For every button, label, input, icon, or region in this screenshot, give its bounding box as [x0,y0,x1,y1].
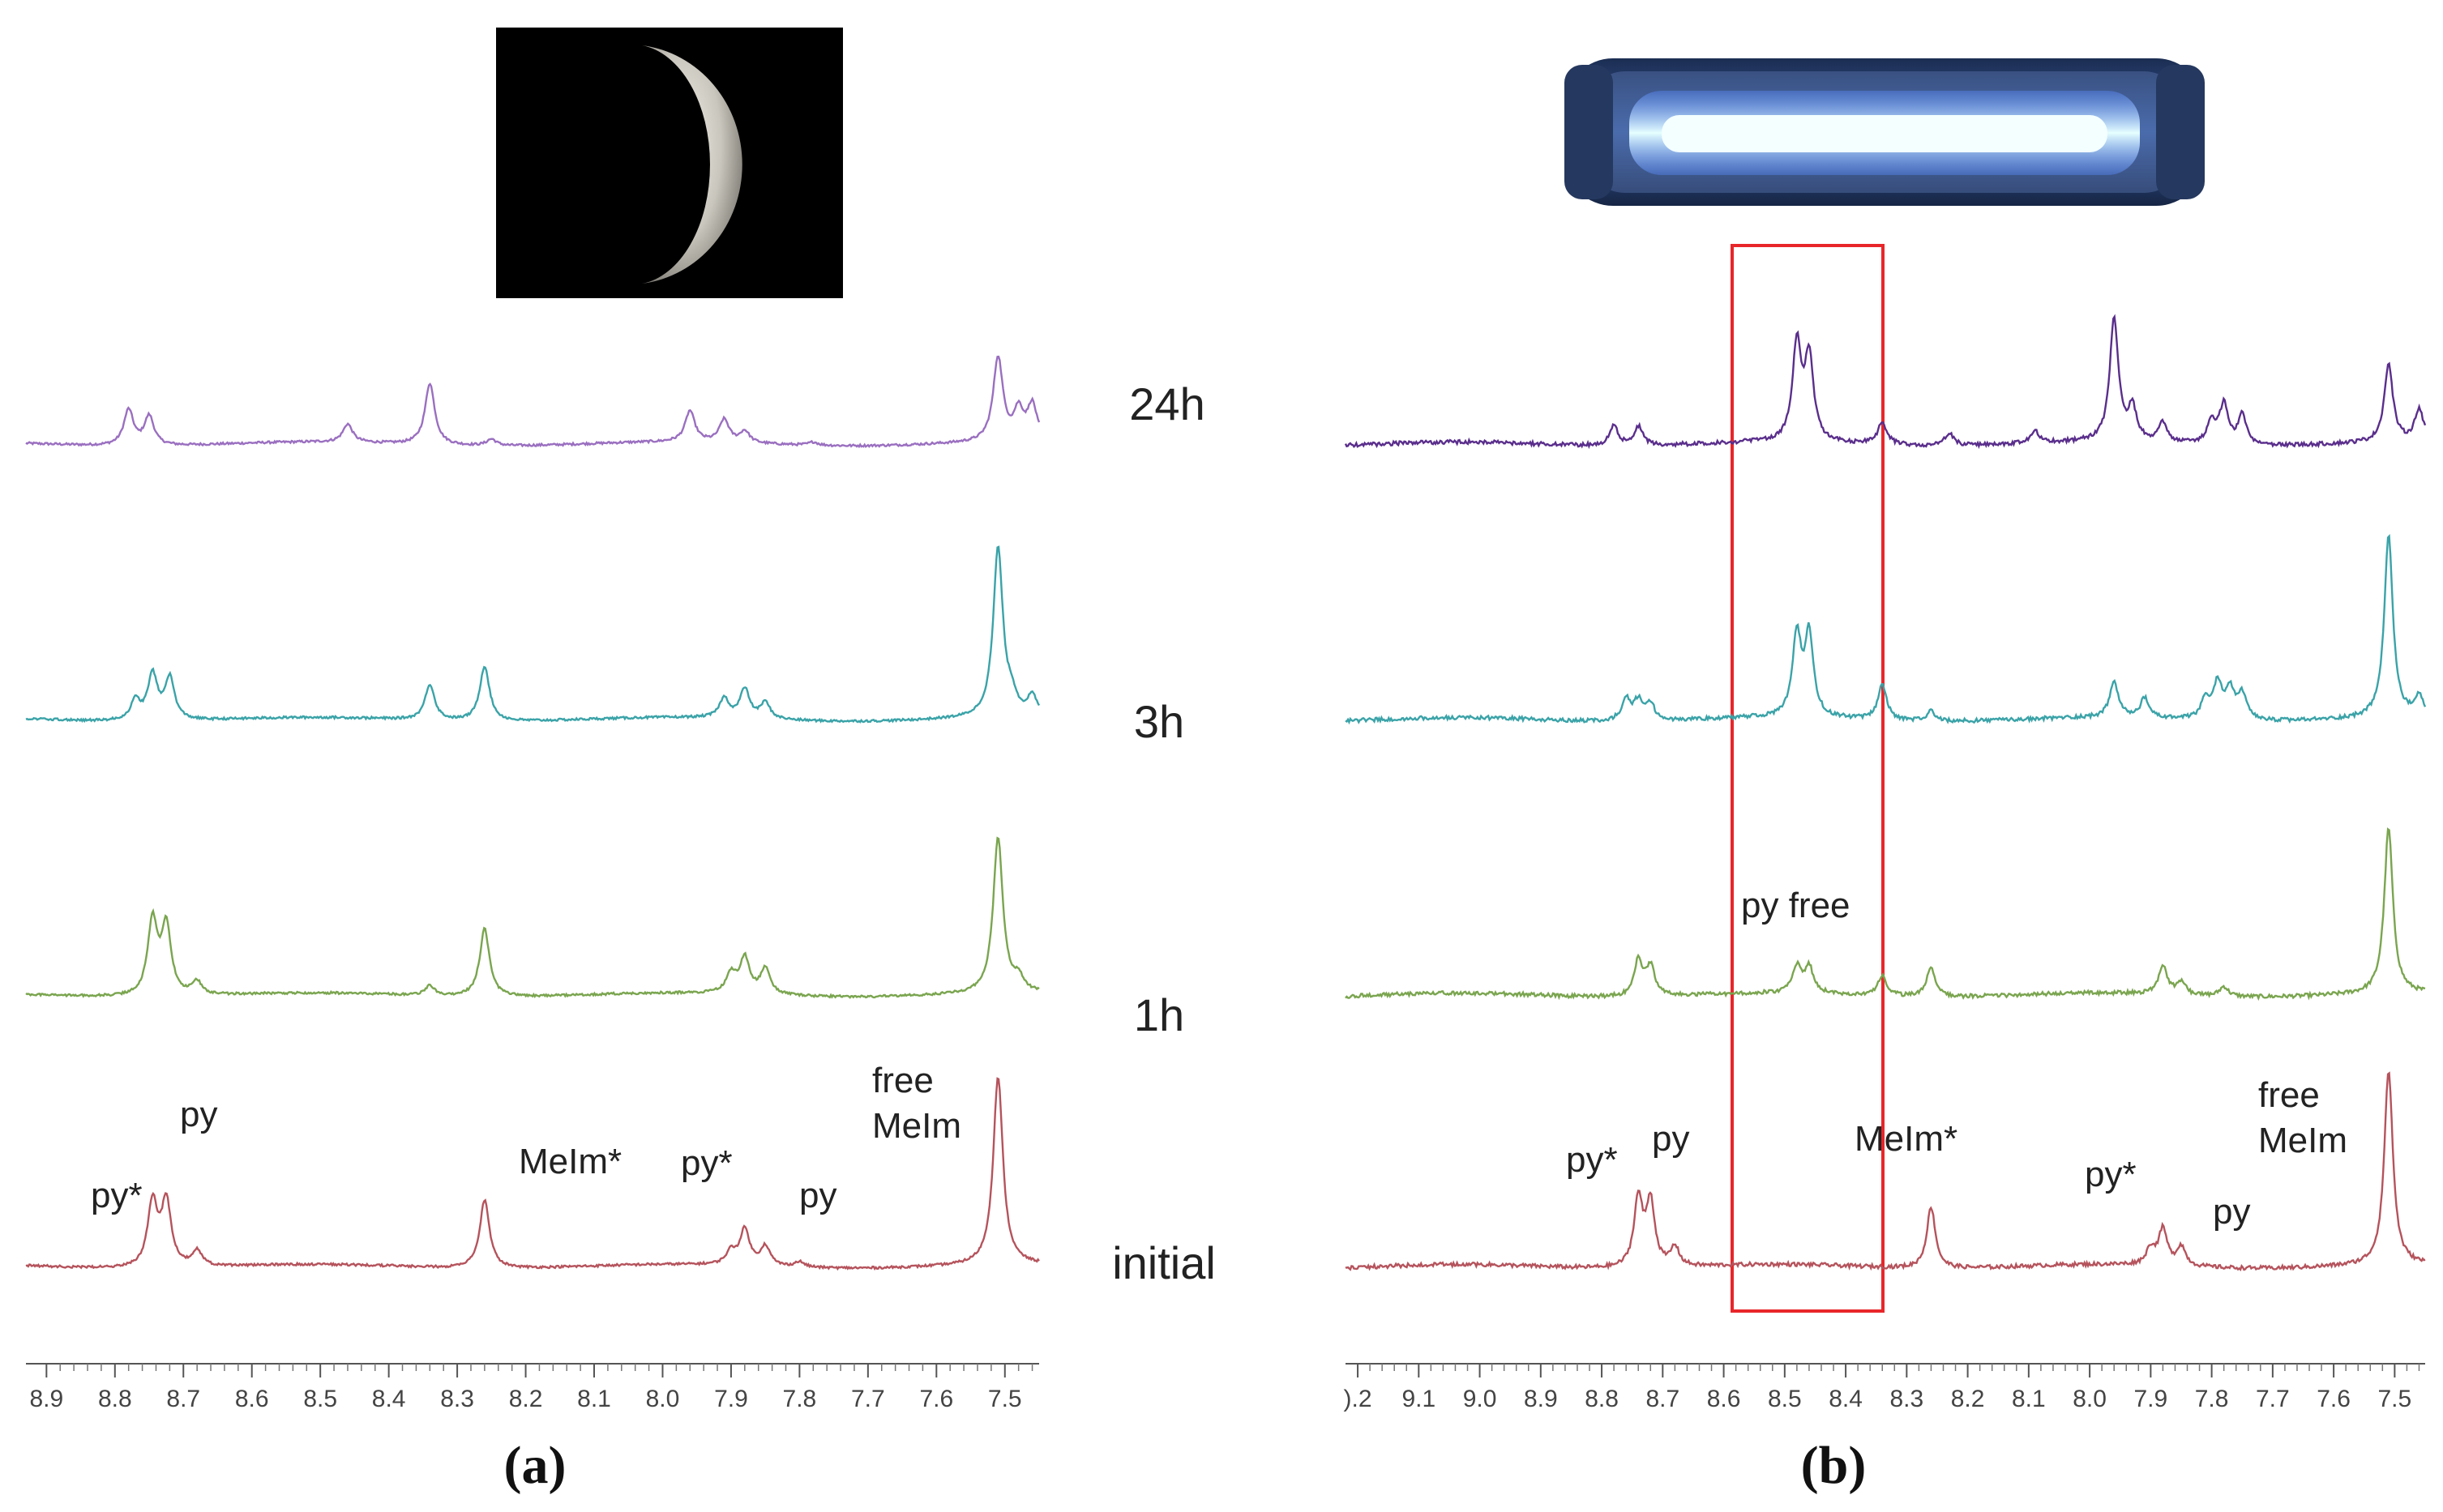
spectrum-line-1h [1345,827,2426,1002]
annotation-b-melm: MeIm [2258,1121,2347,1160]
x-tick-label: 8.5 [1768,1386,1802,1412]
x-tick-label: ).2 [1344,1386,1372,1412]
caption-b: (b) [1801,1436,1867,1495]
spectrum-line-1h [25,836,1040,999]
annotation-b-py-star-left: py* [1566,1140,1618,1180]
x-tick-label: 7.5 [2378,1386,2412,1412]
moon-photo [496,28,843,298]
caption-a: (a) [504,1436,567,1495]
x-tick-label: 8.5 [303,1386,337,1412]
x-tick-label: 7.6 [919,1386,953,1412]
x-tick-label: 9.0 [1463,1386,1497,1412]
x-tick-label: 7.8 [2195,1386,2229,1412]
annotation-b-free: free [2258,1075,2320,1115]
uv-lamp-photo [1564,58,2205,206]
time-label-1h: 1h [1134,989,1184,1040]
x-tick-label: 8.4 [372,1386,406,1412]
spectra-panel-b [1344,314,2427,1271]
spectra-panel-a [25,355,1041,1271]
x-tick-label: 8.6 [235,1386,269,1412]
x-tick-label: 8.1 [577,1386,611,1412]
annotation-b-py-star-right: py* [2085,1155,2137,1194]
annotation-b-py-left: py [1652,1119,1689,1159]
x-tick-label: 7.7 [2256,1386,2290,1412]
annotation-b-py-free: py free [1741,886,1850,925]
x-tick-label: 8.7 [166,1386,200,1412]
annotation-a-free: free [872,1061,934,1100]
x-ticks-panel-b: ).2 9.1 9.0 8.9 8.8 8.7 8.6 8.5 8.4 8.3 8.2 8.1 8.0 7… [1344,1364,2420,1412]
x-tick-label: 8.7 [1645,1386,1679,1412]
x-tick-label: 8.4 [1829,1386,1863,1412]
x-tick-label: 8.9 [1524,1386,1558,1412]
x-ticks-panel-a: 8.9 8.8 8.7 8.6 8.5 8.4 8.3 8.2 8.1 8.0 7.9 7.8 7.7 7… [29,1364,1033,1412]
x-tick-label: 7.8 [783,1386,817,1412]
time-label-initial: initial [1112,1237,1216,1288]
x-tick-label: 8.9 [29,1386,63,1412]
time-label-24h: 24h [1129,378,1204,429]
highlight-box [1731,244,1885,1313]
annotation-a-py-right: py [799,1176,836,1215]
spectrum-line-initial [25,1077,1040,1271]
x-tick-label: 8.1 [2012,1386,2046,1412]
spectrum-line-initial [1345,1071,2426,1271]
spectrum-line-3h [25,545,1041,724]
annotation-b-py-right: py [2213,1192,2250,1232]
x-tick-label: 8.8 [1585,1386,1619,1412]
x-tick-label: 8.2 [509,1386,543,1412]
x-tick-label: 8.8 [98,1386,132,1412]
x-tick-label: 8.3 [1889,1386,1923,1412]
spectrum-line-3h [1345,533,2427,725]
spectrum-line-24h [25,355,1041,449]
annotation-a-melm: MeIm [872,1106,961,1146]
annotation-b-melm-star: MeIm* [1855,1119,1957,1159]
x-tick-label: 8.6 [1707,1386,1741,1412]
annotation-a-py-star-left: py* [91,1176,143,1215]
x-tick-label: 7.5 [988,1386,1022,1412]
x-tick-label: 8.2 [1951,1386,1985,1412]
x-tick-label: 9.1 [1401,1386,1435,1412]
annotation-a-py-left: py [180,1095,217,1134]
x-tick-label: 8.3 [440,1386,474,1412]
annotation-a-py-star-right: py* [681,1143,733,1183]
time-label-3h: 3h [1134,696,1184,747]
x-tick-label: 7.9 [714,1386,748,1412]
x-tick-label: 7.7 [851,1386,885,1412]
x-tick-label: 7.6 [2317,1386,2351,1412]
annotation-a-melm-star: MeIm* [519,1142,622,1181]
x-tick-label: 8.0 [646,1386,680,1412]
x-tick-label: 8.0 [2073,1386,2107,1412]
spectrum-line-24h [1344,314,2427,450]
x-tick-label: 7.9 [2133,1386,2167,1412]
